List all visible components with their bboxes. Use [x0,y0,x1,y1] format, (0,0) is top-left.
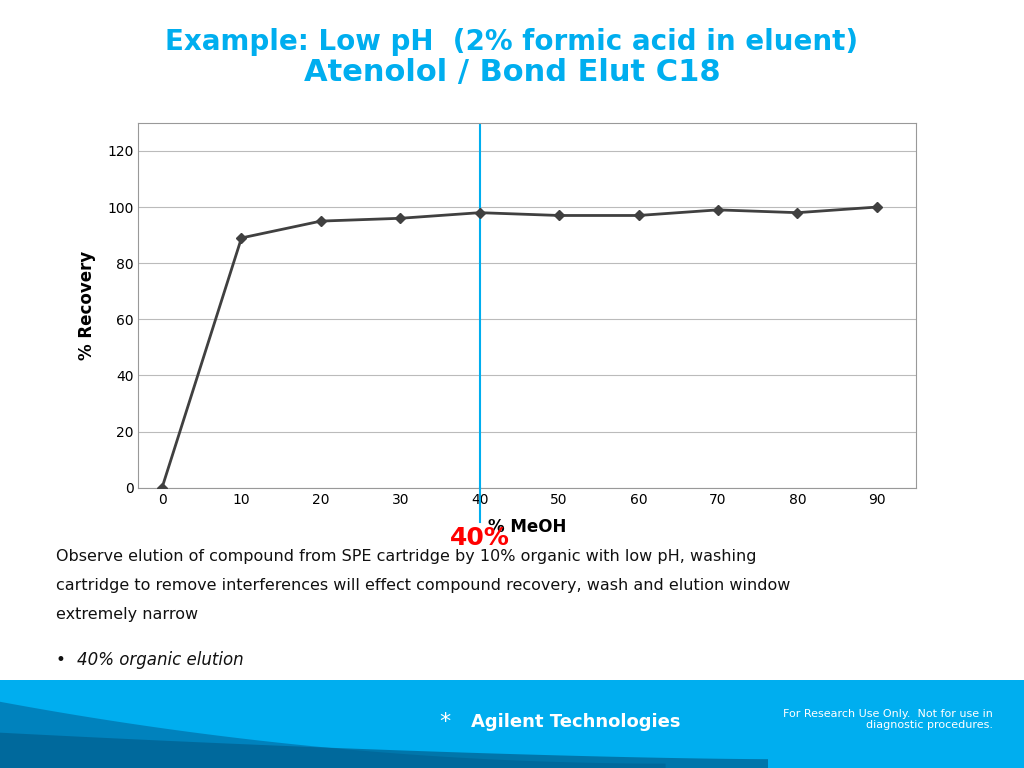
Text: 40%: 40% [450,526,510,550]
Text: Example: Low pH  (2% formic acid in eluent): Example: Low pH (2% formic acid in eluen… [166,28,858,56]
Y-axis label: % Recovery: % Recovery [78,250,96,360]
Polygon shape [0,702,666,768]
Text: Agilent Technologies: Agilent Technologies [471,713,681,731]
Polygon shape [0,733,768,768]
Text: *: * [439,712,451,732]
Text: For Research Use Only.  Not for use in
diagnostic procedures.: For Research Use Only. Not for use in di… [783,709,993,730]
Text: •: • [56,651,72,669]
Text: cartridge to remove interferences will effect compound recovery, wash and elutio: cartridge to remove interferences will e… [56,578,791,594]
Text: 40% organic elution: 40% organic elution [77,651,244,669]
Text: Observe elution of compound from SPE cartridge by 10% organic with low pH, washi: Observe elution of compound from SPE car… [56,549,757,564]
Text: Atenolol / Bond Elut C18: Atenolol / Bond Elut C18 [304,58,720,88]
X-axis label: % MeOH: % MeOH [488,518,566,535]
Text: extremely narrow: extremely narrow [56,607,199,623]
